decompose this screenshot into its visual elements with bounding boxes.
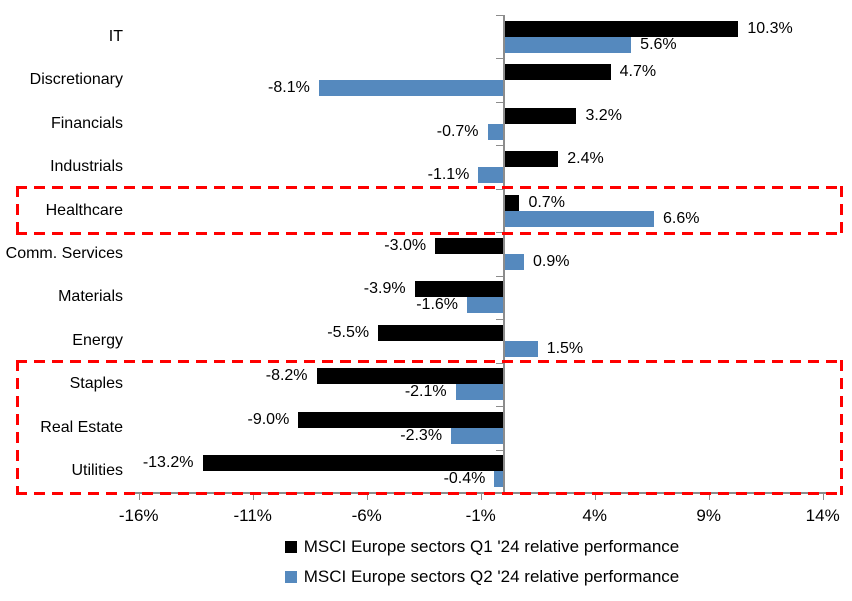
value-label-q2-it: 5.6% bbox=[640, 35, 677, 53]
value-label-q2-industrials: -1.1% bbox=[427, 166, 470, 184]
value-label-q2-financials: -0.7% bbox=[436, 122, 479, 140]
legend-swatch-q1-icon bbox=[284, 541, 297, 553]
bar-q2-real-estate bbox=[451, 427, 504, 444]
y-axis-tick bbox=[495, 449, 503, 451]
bar-q2-it bbox=[503, 36, 632, 53]
value-label-q1-financials: 3.2% bbox=[585, 106, 622, 124]
y-axis-tick bbox=[495, 188, 503, 190]
bar-q1-energy bbox=[378, 324, 504, 341]
bar-q2-comm-services bbox=[503, 254, 525, 270]
value-label-q1-industrials: 2.4% bbox=[567, 150, 604, 168]
bar-q2-utilities bbox=[494, 471, 504, 488]
bar-q1-it bbox=[503, 20, 739, 37]
bar-q2-materials bbox=[467, 297, 504, 314]
category-label-healthcare: Healthcare bbox=[45, 201, 123, 219]
value-label-q2-energy: 1.5% bbox=[546, 339, 584, 357]
y-axis-tick bbox=[495, 319, 503, 321]
bar-q1-discretionary bbox=[503, 64, 611, 81]
x-axis-tick bbox=[480, 494, 482, 500]
legend-item-q1: MSCI Europe sectors Q1 '24 relative perf… bbox=[284, 537, 680, 557]
value-label-q1-comm-services: -3.0% bbox=[384, 237, 427, 254]
x-axis-tick bbox=[252, 494, 254, 500]
bar-q1-financials bbox=[503, 107, 577, 124]
x-axis-tick bbox=[366, 494, 368, 500]
value-label-q1-healthcare: 0.7% bbox=[528, 193, 565, 211]
bar-q2-energy bbox=[503, 340, 538, 357]
x-axis-tick bbox=[138, 494, 140, 500]
category-label-comm-services: Comm. Services bbox=[5, 245, 123, 262]
value-label-q1-it: 10.3% bbox=[747, 19, 793, 37]
category-label-staples: Staples bbox=[69, 375, 123, 393]
y-axis-tick bbox=[495, 493, 503, 494]
legend-label-q1: MSCI Europe sectors Q1 '24 relative perf… bbox=[303, 537, 680, 556]
highlight-box-edge-right bbox=[840, 360, 843, 496]
category-label-materials: Materials bbox=[58, 288, 123, 306]
y-axis-tick bbox=[495, 275, 503, 277]
value-label-q2-materials: -1.6% bbox=[416, 296, 459, 314]
category-label-industrials: Industrials bbox=[50, 158, 123, 176]
bar-q2-healthcare bbox=[503, 210, 654, 227]
x-tick-label-9: 9% bbox=[696, 506, 721, 525]
legend-label-q2: MSCI Europe sectors Q2 '24 relative perf… bbox=[303, 567, 680, 586]
highlight-box-edge-right bbox=[840, 186, 843, 235]
category-label-discretionary: Discretionary bbox=[29, 71, 123, 89]
x-tick-label-6: -6% bbox=[351, 506, 382, 525]
bar-q1-comm-services bbox=[435, 238, 504, 254]
x-tick-label-4: 4% bbox=[582, 506, 607, 525]
bar-q1-real-estate bbox=[298, 411, 504, 428]
y-axis-tick bbox=[495, 362, 503, 364]
x-axis-tick bbox=[822, 494, 824, 500]
x-tick-label-1: -1% bbox=[465, 506, 496, 525]
x-tick-label-11: -11% bbox=[233, 506, 272, 525]
category-label-energy: Energy bbox=[72, 331, 123, 349]
value-label-q2-healthcare: 6.6% bbox=[662, 209, 700, 227]
bar-q2-financials bbox=[487, 123, 504, 140]
y-axis bbox=[502, 15, 505, 493]
category-label-it: IT bbox=[108, 27, 123, 45]
y-axis-tick bbox=[495, 101, 503, 103]
bar-q1-healthcare bbox=[503, 194, 520, 211]
category-label-real-estate: Real Estate bbox=[40, 418, 123, 436]
highlight-box-healthcare bbox=[16, 186, 843, 235]
category-label-utilities: Utilities bbox=[71, 462, 123, 480]
x-axis-tick bbox=[594, 494, 596, 500]
value-label-q2-utilities: -0.4% bbox=[443, 470, 486, 488]
value-label-q1-materials: -3.9% bbox=[363, 280, 406, 298]
value-label-q2-discretionary: -8.1% bbox=[268, 79, 310, 97]
value-label-q1-discretionary: 4.7% bbox=[619, 63, 657, 81]
bar-q1-industrials bbox=[503, 151, 559, 168]
y-axis-tick bbox=[495, 232, 503, 234]
legend-swatch-q2-icon bbox=[284, 571, 297, 583]
y-axis-tick bbox=[495, 406, 503, 408]
value-label-q2-staples: -2.1% bbox=[404, 383, 447, 401]
category-label-financials: Financials bbox=[50, 114, 123, 132]
value-label-q1-real-estate: -9.0% bbox=[247, 410, 290, 428]
highlight-box-edge-top bbox=[16, 186, 843, 190]
highlight-box-edge-top bbox=[16, 360, 843, 364]
bar-q1-utilities bbox=[202, 455, 504, 472]
legend-item-q2: MSCI Europe sectors Q2 '24 relative perf… bbox=[284, 567, 680, 587]
y-axis-tick bbox=[495, 58, 503, 60]
x-axis bbox=[128, 492, 836, 494]
x-tick-label-16: -16% bbox=[118, 506, 159, 525]
y-axis-tick bbox=[495, 15, 503, 16]
bar-q1-staples bbox=[316, 368, 504, 385]
value-label-q1-energy: -5.5% bbox=[327, 323, 370, 341]
y-axis-tick bbox=[495, 145, 503, 147]
value-label-q2-comm-services: 0.9% bbox=[533, 253, 570, 270]
value-label-q1-staples: -8.2% bbox=[265, 367, 308, 385]
bar-q1-materials bbox=[414, 281, 504, 298]
highlight-box-edge-bottom bbox=[16, 231, 843, 235]
bar-q2-discretionary bbox=[318, 80, 504, 97]
x-tick-label-14: 14% bbox=[805, 506, 840, 525]
x-axis-tick bbox=[708, 494, 710, 500]
legend: MSCI Europe sectors Q1 '24 relative perf… bbox=[128, 537, 836, 587]
value-label-q2-real-estate: -2.3% bbox=[400, 426, 443, 444]
value-label-q1-utilities: -13.2% bbox=[142, 454, 194, 472]
bar-q2-staples bbox=[455, 384, 504, 401]
bar-q2-industrials bbox=[478, 167, 504, 184]
